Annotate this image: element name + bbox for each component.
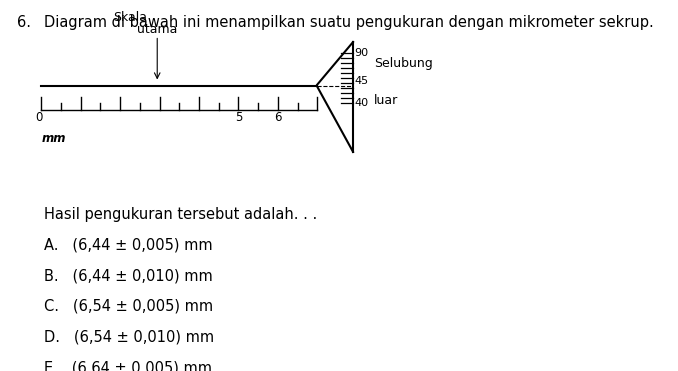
- Text: B.   (6,44 ± 0,010) mm: B. (6,44 ± 0,010) mm: [44, 268, 213, 283]
- Text: 40: 40: [355, 98, 369, 108]
- Text: 6: 6: [274, 112, 281, 125]
- Text: E.   (6,64 ± 0,005) mm: E. (6,64 ± 0,005) mm: [44, 360, 212, 371]
- Text: Hasil pengukuran tersebut adalah. . .: Hasil pengukuran tersebut adalah. . .: [44, 207, 317, 222]
- Text: 90: 90: [355, 48, 369, 58]
- Text: Selubung: Selubung: [374, 58, 433, 70]
- Text: utama: utama: [137, 23, 178, 36]
- Text: C.   (6,54 ± 0,005) mm: C. (6,54 ± 0,005) mm: [44, 299, 214, 314]
- Text: Skala: Skala: [113, 11, 146, 24]
- Text: A.   (6,44 ± 0,005) mm: A. (6,44 ± 0,005) mm: [44, 237, 213, 253]
- Text: 0: 0: [35, 112, 42, 125]
- Text: luar: luar: [374, 93, 398, 107]
- Text: Diagram di bawah ini menampilkan suatu pengukuran dengan mikrometer sekrup.: Diagram di bawah ini menampilkan suatu p…: [44, 14, 654, 30]
- Text: D.   (6,54 ± 0,010) mm: D. (6,54 ± 0,010) mm: [44, 329, 214, 345]
- Text: 5: 5: [235, 112, 242, 125]
- Text: 45: 45: [355, 76, 369, 86]
- Text: 6.: 6.: [16, 14, 31, 30]
- Text: mm: mm: [41, 132, 66, 145]
